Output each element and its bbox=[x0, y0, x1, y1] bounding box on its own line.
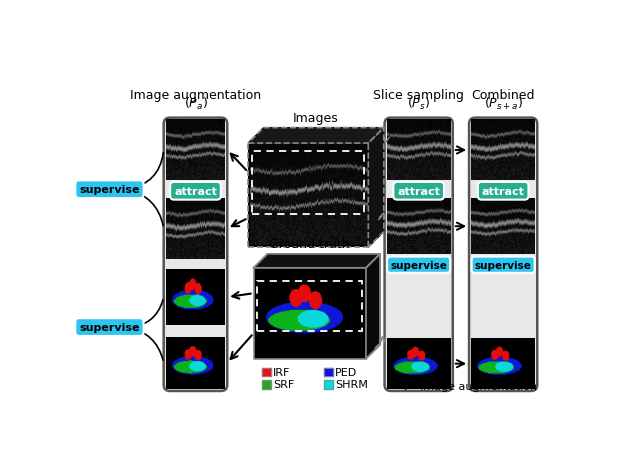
Text: IRF: IRF bbox=[273, 367, 291, 377]
Text: supervise: supervise bbox=[475, 260, 532, 270]
Text: $(P_{s+a})$: $(P_{s+a})$ bbox=[484, 96, 523, 111]
Bar bbox=[262, 368, 271, 377]
Text: supervise: supervise bbox=[79, 185, 140, 195]
Text: Image augmentation: Image augmentation bbox=[130, 88, 261, 101]
Polygon shape bbox=[248, 128, 384, 144]
Polygon shape bbox=[366, 254, 380, 359]
Bar bbox=[257, 282, 362, 332]
Bar bbox=[324, 368, 333, 377]
Text: Images: Images bbox=[293, 111, 339, 125]
Bar bbox=[248, 144, 368, 248]
FancyBboxPatch shape bbox=[385, 118, 452, 391]
Bar bbox=[324, 380, 333, 389]
Bar bbox=[252, 152, 364, 214]
Bar bbox=[253, 268, 366, 359]
Polygon shape bbox=[368, 128, 384, 248]
Text: SHRM: SHRM bbox=[335, 379, 368, 389]
Bar bbox=[324, 380, 333, 389]
Polygon shape bbox=[253, 254, 380, 268]
Text: Image augmentation: Image augmentation bbox=[420, 381, 538, 391]
Text: Slice sampling: Slice sampling bbox=[373, 88, 464, 101]
Text: PED: PED bbox=[335, 367, 357, 377]
FancyBboxPatch shape bbox=[164, 118, 227, 391]
Bar bbox=[262, 368, 271, 377]
Text: $(P_s)$: $(P_s)$ bbox=[407, 96, 430, 111]
Text: SRF: SRF bbox=[273, 379, 294, 389]
Text: Combined: Combined bbox=[472, 88, 535, 101]
Text: supervise: supervise bbox=[79, 322, 140, 332]
Text: attract: attract bbox=[174, 187, 217, 197]
Text: $(P_a)$: $(P_a)$ bbox=[184, 96, 207, 111]
Bar bbox=[262, 380, 271, 389]
Text: Ground truth: Ground truth bbox=[269, 238, 350, 251]
Text: supervise: supervise bbox=[390, 260, 447, 270]
Bar bbox=[262, 380, 271, 389]
Text: attract: attract bbox=[482, 187, 525, 197]
Bar bbox=[324, 368, 333, 377]
Text: attract: attract bbox=[397, 187, 440, 197]
FancyBboxPatch shape bbox=[469, 118, 537, 391]
